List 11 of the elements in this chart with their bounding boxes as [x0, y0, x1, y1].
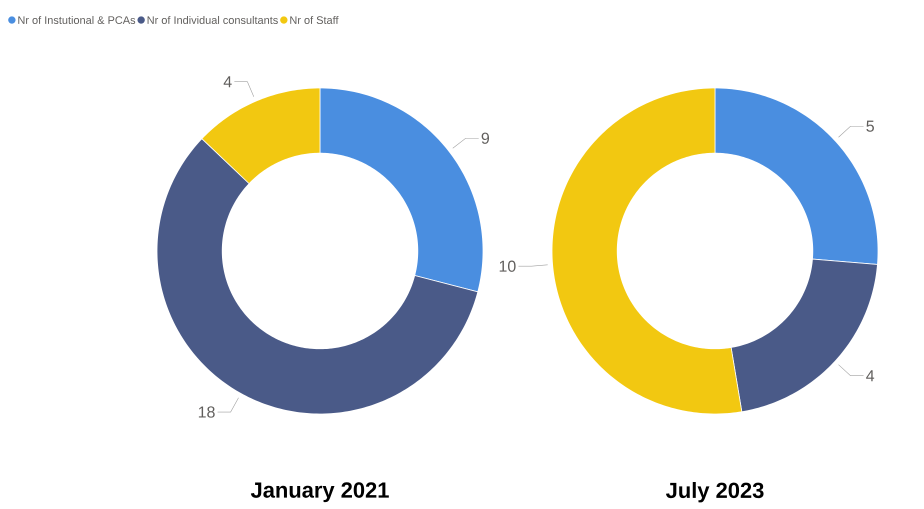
text: July 2023 — [666, 482, 764, 502]
legend-label: Nr of Instutional & PCAs — [18, 16, 136, 24]
legend-label: Nr of Staff — [290, 16, 339, 24]
data-label: 18 — [198, 406, 215, 418]
legend-label: Nr of Individual consultants — [148, 16, 278, 24]
data-label: 4 — [224, 76, 232, 88]
data-label: 9 — [482, 132, 490, 144]
data-label: 5 — [866, 120, 874, 132]
text: January 2021 — [250, 482, 389, 502]
data-label: 4 — [866, 370, 874, 382]
data-label: 10 — [500, 260, 516, 272]
